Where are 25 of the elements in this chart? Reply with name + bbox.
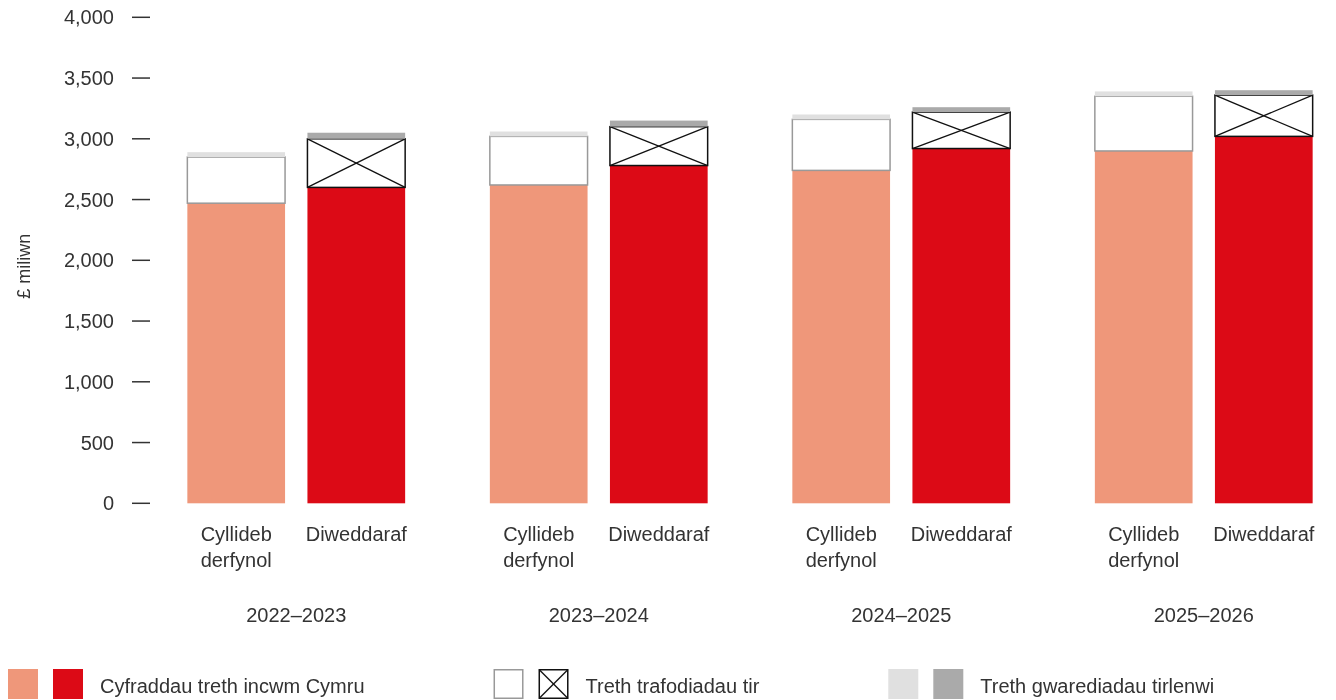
x-tick-label: Cyllideb derfynol: [200, 523, 272, 571]
y-tick-label: 500: [80, 431, 114, 454]
y-tick-label: 3,500: [63, 67, 114, 90]
y-tick-label: 2,000: [63, 249, 114, 272]
x-tick-label: Cyllideb derfynol: [1108, 523, 1180, 571]
x-tick-label: Diweddaraf: [608, 523, 710, 545]
x-tick-label: Diweddaraf: [910, 523, 1013, 545]
y-axis-title: £ miliwn: [14, 233, 35, 299]
x-tick-label: Diweddaraf: [1213, 523, 1315, 545]
y-tick-label: 2,500: [63, 188, 114, 211]
text: 2025–2026: [1153, 604, 1254, 626]
x-tick-label: Diweddaraf: [305, 523, 408, 545]
y-tick-label: 4,000: [63, 6, 114, 29]
legend-label: Cyfraddau treth incwm Cymru: [100, 675, 365, 697]
text: 2024–2025: [851, 604, 952, 626]
text: 2023–2024: [548, 604, 649, 626]
x-tick-label: Cyllideb derfynol: [805, 523, 877, 571]
x-tick-label: Cyllideb derfynol: [503, 523, 575, 571]
legend-label: Treth trafodiadau tir: [585, 675, 760, 697]
legend-label: Treth gwarediadau tirlenwi: [980, 675, 1215, 697]
text: 2022–2023: [246, 604, 347, 626]
y-tick-label: 1,000: [63, 370, 114, 393]
y-tick-label: 3,000: [63, 127, 114, 150]
y-tick-label: 1,500: [63, 310, 114, 333]
y-tick-label: 0: [102, 492, 114, 515]
